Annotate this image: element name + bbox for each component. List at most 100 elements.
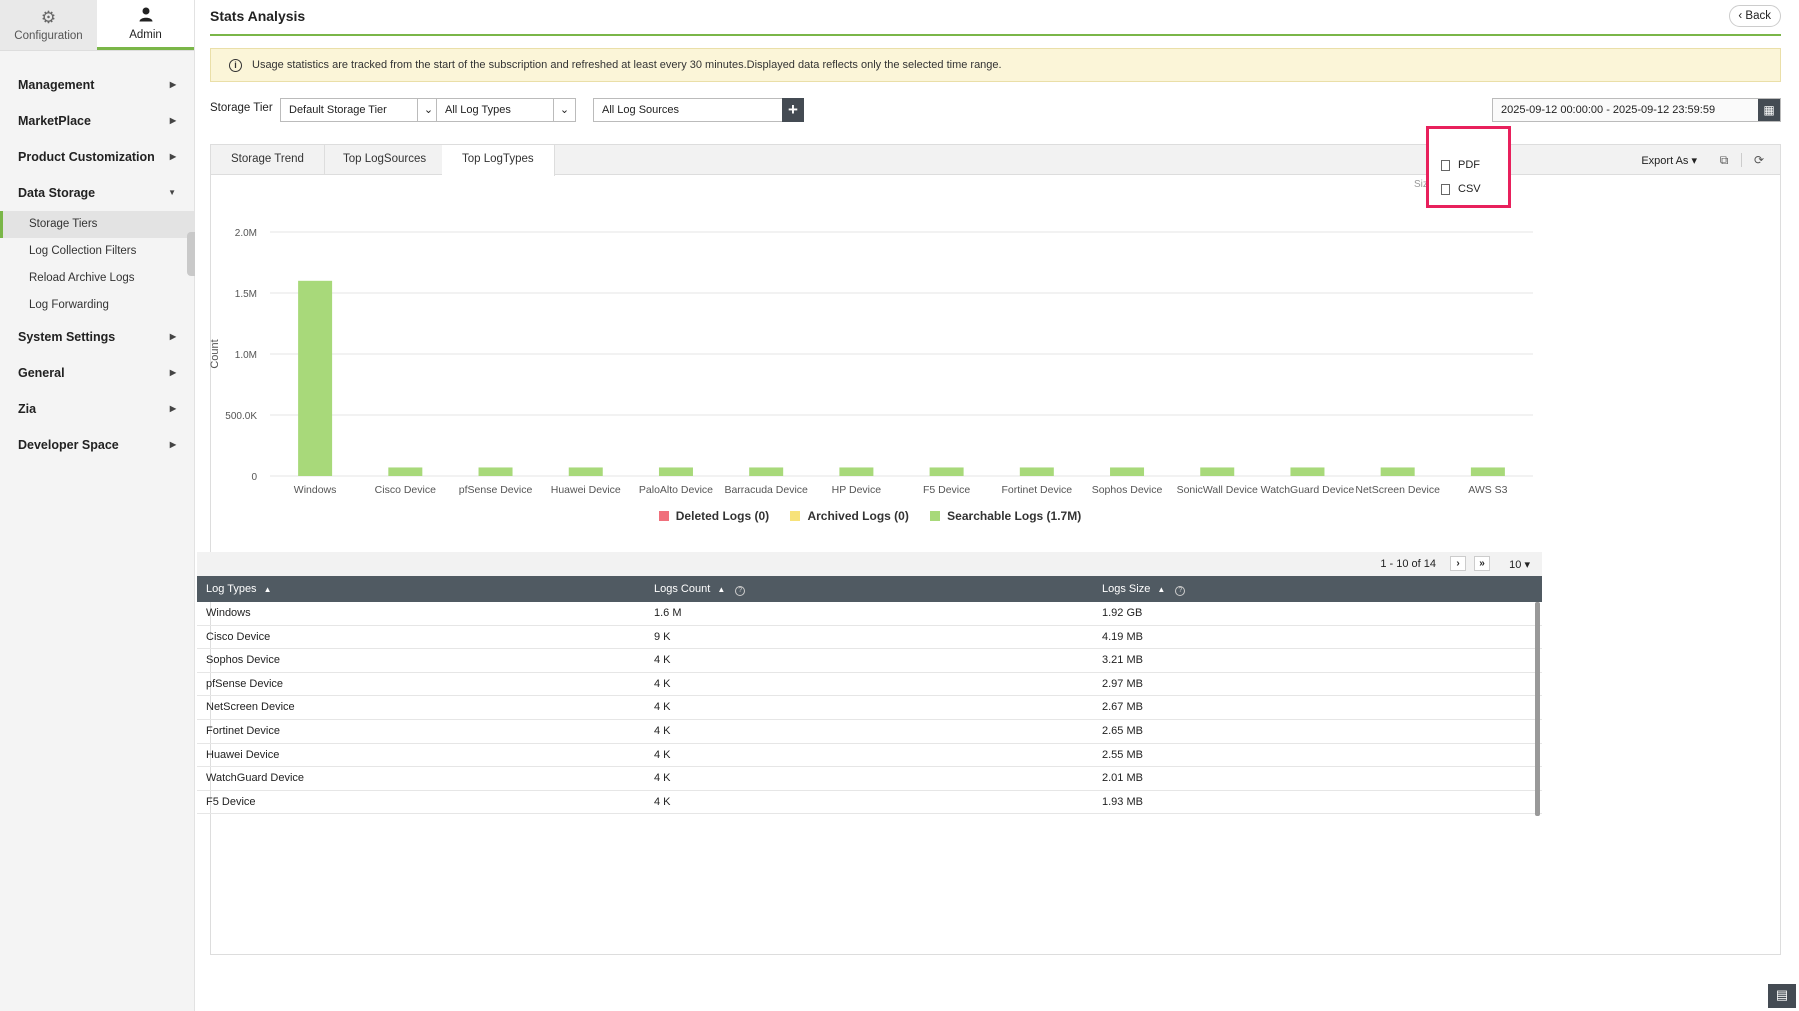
log-sources-value: All Log Sources: [602, 104, 680, 116]
sidebar-item-general[interactable]: General ▶: [0, 355, 194, 391]
log-types-value: All Log Types: [445, 104, 511, 116]
sidebar-subitem-log-collection-filters[interactable]: Log Collection Filters: [29, 245, 137, 257]
column-label: Logs Count: [654, 583, 711, 595]
column-log-types[interactable]: Log Types ▲: [197, 576, 645, 602]
table-row[interactable]: Windows 1.6 M 1.92 GB: [197, 602, 1542, 626]
export-dropdown: PDF CSV: [1426, 126, 1511, 208]
table-cell: 4 K: [654, 654, 671, 667]
csv-file-icon: [1441, 183, 1450, 195]
legend-label: Deleted Logs (0): [675, 509, 770, 523]
table-body: Windows 1.6 M 1.92 GB Cisco Device 9 K 4.19 M…: [197, 602, 1542, 815]
help-icon[interactable]: ?: [735, 586, 746, 596]
chat-icon[interactable]: ▤: [1768, 984, 1796, 1008]
chevron-right-icon: ›: [1456, 558, 1460, 569]
table-row[interactable]: WatchGuard Device 4 K 2.01 MB: [197, 767, 1542, 791]
table-cell: 1.93 MB: [1102, 795, 1143, 808]
table-row[interactable]: Huawei Device 4 K 2.55 MB: [197, 744, 1542, 768]
legend-item-searchable[interactable]: Searchable Logs (1.7M): [930, 509, 1081, 523]
tab-top-logtypes[interactable]: Top LogTypes: [442, 145, 555, 176]
legend-swatch: [658, 511, 669, 521]
sidebar-item-zia[interactable]: Zia ▶: [0, 391, 194, 427]
tab-top-logsources[interactable]: Top LogSources: [323, 145, 448, 175]
x-tick-label: PaloAlto Device: [639, 484, 713, 496]
table-row[interactable]: F5 Device 4 K 1.93 MB: [197, 791, 1542, 815]
table-cell: 4 K: [654, 701, 671, 714]
info-icon: i: [229, 58, 242, 72]
tab-admin[interactable]: Admin: [97, 0, 194, 50]
page-title: Stats Analysis: [210, 8, 306, 24]
add-source-button[interactable]: +: [782, 98, 804, 122]
x-tick-label: Barracuda Device: [724, 484, 808, 496]
legend-label: Searchable Logs (1.7M): [947, 509, 1082, 523]
sidebar-item-system-settings[interactable]: System Settings ▶: [0, 319, 194, 355]
table-row[interactable]: NetScreen Device 4 K 2.67 MB: [197, 696, 1542, 720]
x-tick-label: F5 Device: [923, 484, 970, 496]
calendar-icon[interactable]: ▦: [1758, 99, 1780, 121]
sidebar-item-label: Developer Space: [18, 438, 119, 452]
sidebar-subitem-log-forwarding[interactable]: Log Forwarding: [29, 299, 109, 311]
column-label: Log Types: [206, 583, 257, 595]
table-row[interactable]: pfSense Device 4 K 2.97 MB: [197, 673, 1542, 697]
y-tick-label: 1.5M: [235, 289, 257, 300]
export-as-label: Export As: [1641, 154, 1689, 167]
y-tick-label: 0: [251, 472, 257, 483]
table-cell: 1.92 GB: [1102, 607, 1143, 619]
sidebar-collapse-handle[interactable]: [187, 232, 195, 276]
table-row[interactable]: Fortinet Device 4 K 2.65 MB: [197, 720, 1542, 744]
chart-legend: Deleted Logs (0) Archived Logs (0) Searc…: [195, 509, 1545, 524]
sidebar-item-developer-space[interactable]: Developer Space ▶: [0, 427, 194, 463]
table-cell: 2.65 MB: [1102, 724, 1143, 737]
tab-storage-trend[interactable]: Storage Trend: [211, 145, 325, 175]
storage-tier-select[interactable]: Default Storage Tier ⌄: [280, 98, 440, 122]
sidebar-subitem-reload-archive-logs[interactable]: Reload Archive Logs: [29, 272, 135, 284]
sidebar-item-label: General: [18, 366, 65, 380]
table-row[interactable]: Sophos Device 4 K 3.21 MB: [197, 649, 1542, 673]
sidebar-item-data-storage[interactable]: Data Storage ▼: [0, 175, 194, 211]
date-range-input[interactable]: 2025-09-12 00:00:00 - 2025-09-12 23:59:5…: [1492, 98, 1781, 122]
table-cell: Huawei Device: [206, 748, 280, 761]
sidebar-item-product-customization[interactable]: Product Customization ▶: [0, 139, 194, 175]
y-tick-label: 2.0M: [235, 228, 257, 239]
legend-item-deleted[interactable]: Deleted Logs (0): [658, 509, 770, 523]
copy-icon[interactable]: ⧉: [1719, 152, 1729, 167]
refresh-icon[interactable]: ⟳: [1753, 153, 1765, 167]
log-sources-select[interactable]: All Log Sources: [593, 98, 783, 122]
back-label: Back: [1745, 10, 1771, 22]
legend-item-archived[interactable]: Archived Logs (0): [790, 509, 909, 523]
y-tick-label: 1.0M: [235, 350, 257, 361]
table-cell: 4 K: [654, 795, 671, 808]
table-cell: 4 K: [654, 724, 671, 737]
column-logs-size[interactable]: Logs Size ▲?: [1093, 576, 1542, 602]
help-icon[interactable]: ?: [1175, 586, 1186, 596]
sidebar-item-marketplace[interactable]: MarketPlace ▶: [0, 103, 194, 139]
export-csv-option[interactable]: CSV: [1429, 177, 1508, 201]
next-page-button[interactable]: ›: [1450, 556, 1466, 571]
caret-down-icon: ▾: [1691, 154, 1697, 167]
tab-admin-label: Admin: [129, 29, 162, 41]
column-label: Logs Size: [1102, 583, 1151, 595]
plus-icon: +: [788, 100, 798, 119]
bar: [1380, 467, 1415, 476]
chart-tabs: Storage Trend Top LogSources Top LogType…: [211, 145, 1780, 176]
filters-bar: Storage Tier Default Storage Tier ⌄ All …: [210, 98, 1781, 122]
column-logs-count[interactable]: Logs Count ▲?: [645, 576, 1093, 602]
sidebar-item-management[interactable]: Management ▶: [0, 67, 194, 103]
last-page-button[interactable]: »: [1474, 556, 1490, 571]
caret-right-icon: ▶: [169, 152, 176, 161]
table-scrollbar[interactable]: [1535, 602, 1540, 816]
log-types-select[interactable]: All Log Types ⌄: [436, 98, 576, 122]
caret-down-icon: ▼: [168, 188, 176, 197]
bar: [929, 467, 964, 476]
export-as-button[interactable]: Export As ▾: [1641, 154, 1697, 167]
export-csv-label: CSV: [1458, 183, 1481, 195]
table-cell: 4 K: [654, 772, 671, 785]
sidebar-subitem-storage-tiers[interactable]: Storage Tiers: [0, 211, 194, 238]
caret-right-icon: ▶: [169, 80, 176, 89]
bar: [568, 467, 603, 476]
tab-configuration[interactable]: ⚙ Configuration: [0, 0, 97, 50]
page-size-select[interactable]: 10 ▾: [1509, 559, 1530, 571]
export-pdf-option[interactable]: PDF: [1429, 153, 1508, 177]
table-cell: pfSense Device: [206, 677, 284, 690]
back-button[interactable]: ‹ Back: [1729, 5, 1781, 27]
table-row[interactable]: Cisco Device 9 K 4.19 MB: [197, 626, 1542, 650]
